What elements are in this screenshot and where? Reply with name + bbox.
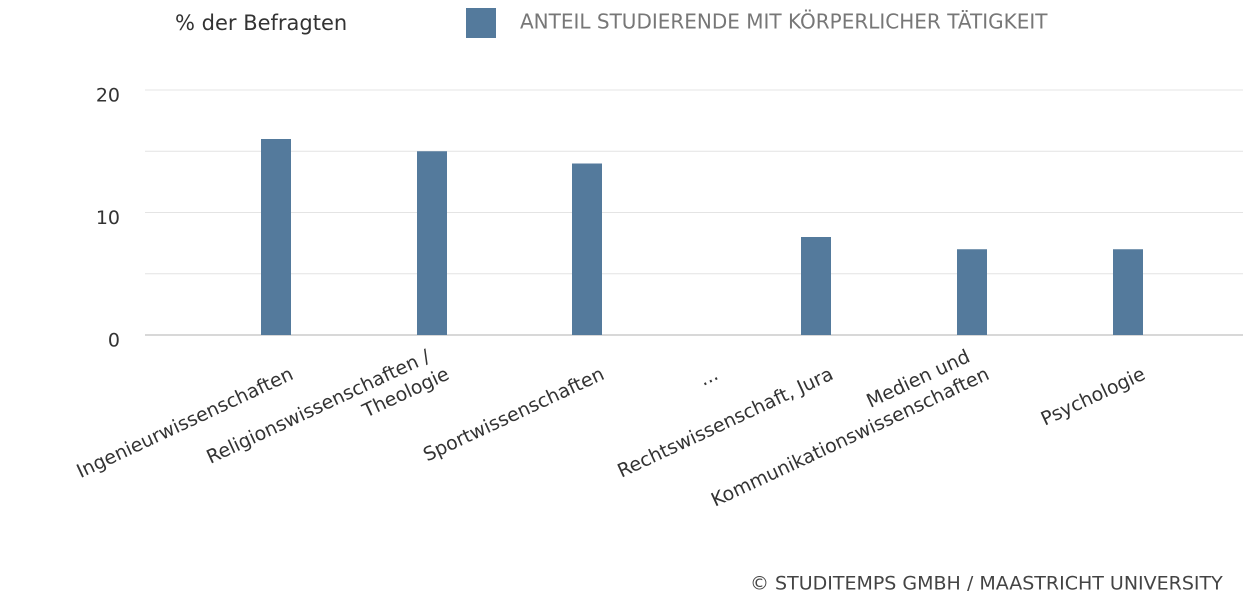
- y-tick-label: 10: [96, 207, 120, 229]
- bar: [1113, 249, 1143, 335]
- bar: [261, 139, 291, 335]
- bar: [572, 163, 602, 335]
- x-tick-label: ...: [696, 363, 722, 391]
- y-tick-label: 20: [96, 85, 120, 107]
- y-axis-title: % der Befragten: [175, 11, 347, 35]
- y-tick-label: 0: [108, 330, 120, 352]
- x-tick-label: Religionswissenschaften /Theologie: [203, 341, 453, 490]
- legend-label: ANTEIL STUDIERENDE MIT KÖRPERLICHER TÄTI…: [520, 10, 1048, 34]
- bar: [417, 151, 447, 335]
- credit: © STUDITEMPS GMBH / MAASTRICHT UNIVERSIT…: [750, 573, 1223, 591]
- x-tick-label: Psychologie: [1037, 363, 1148, 430]
- bar: [957, 249, 987, 335]
- legend-swatch: [466, 8, 496, 38]
- bar: [801, 237, 831, 335]
